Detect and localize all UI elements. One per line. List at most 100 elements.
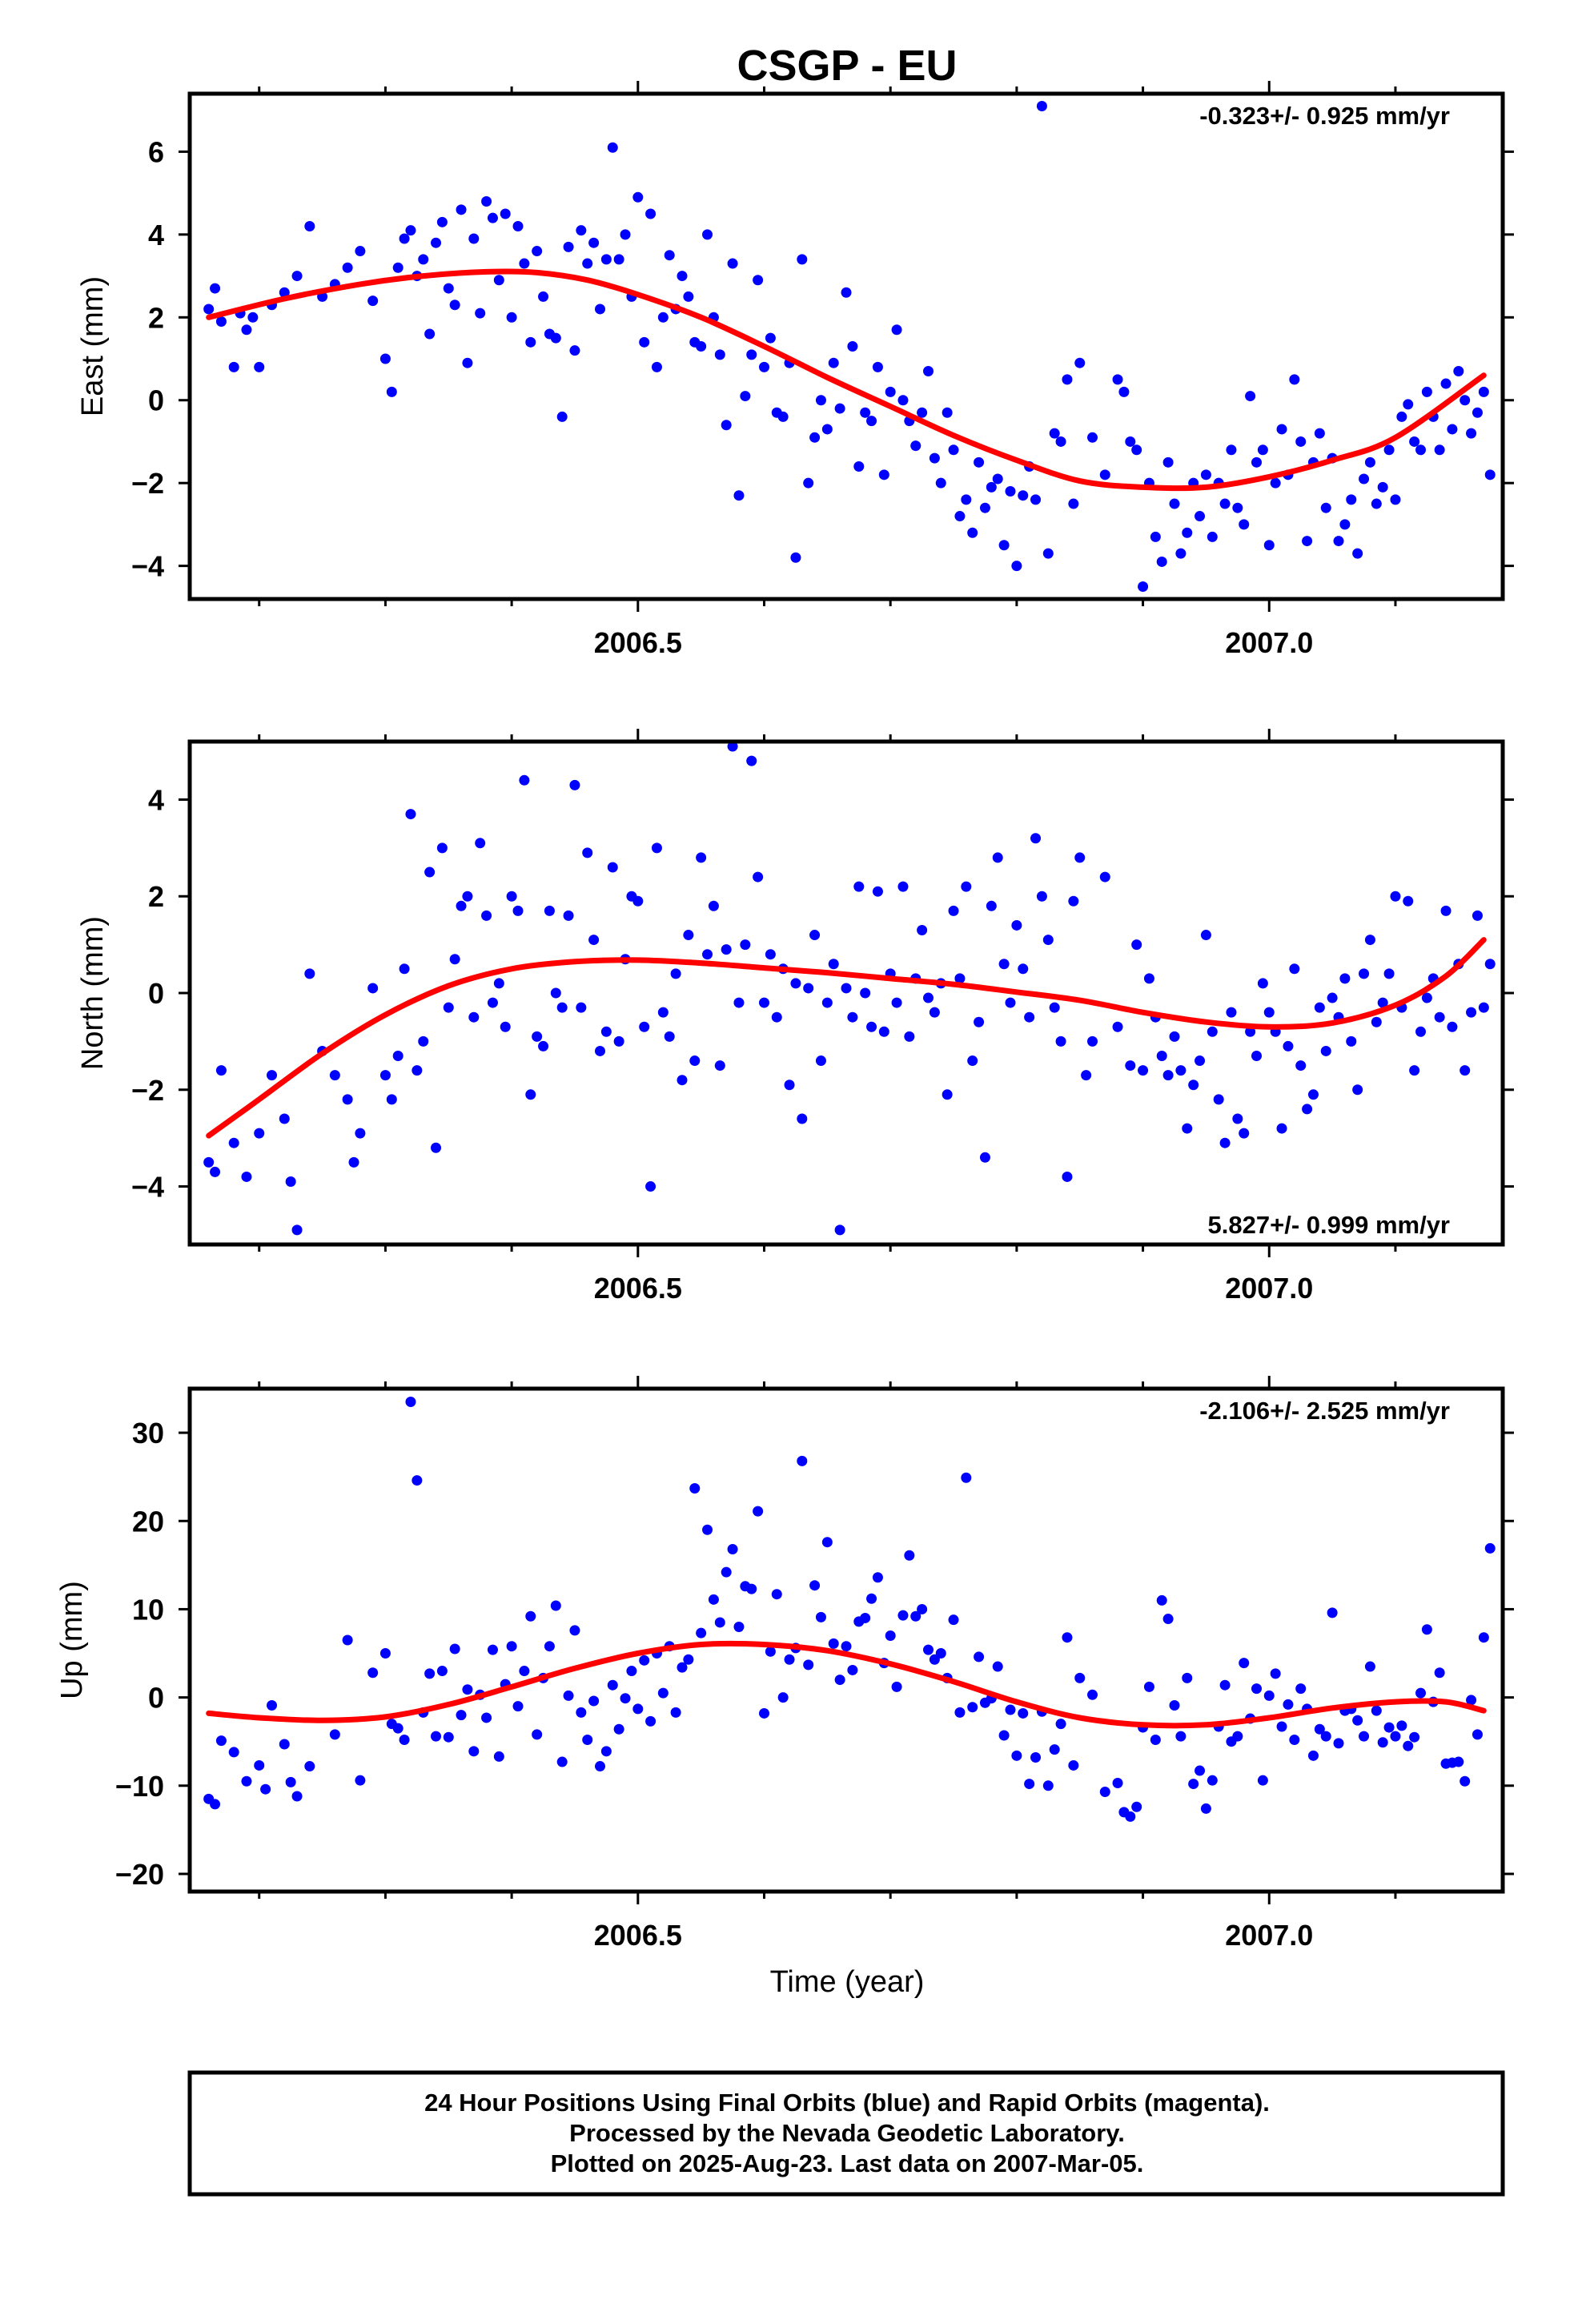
north-data-point bbox=[392, 1051, 404, 1061]
east-data-point bbox=[1011, 561, 1022, 572]
north-data-point bbox=[689, 1055, 701, 1067]
north-data-point bbox=[753, 871, 764, 883]
north-data-point bbox=[841, 983, 852, 994]
north-data-point bbox=[696, 852, 707, 863]
east-data-point bbox=[677, 271, 688, 282]
north-data-point bbox=[651, 842, 662, 854]
north-fit-curve bbox=[206, 937, 1487, 1139]
up-data-point bbox=[563, 1690, 574, 1701]
east-data-point bbox=[651, 361, 662, 372]
east-data-point bbox=[809, 432, 821, 443]
north-data-point bbox=[556, 1002, 568, 1013]
up-data-point bbox=[600, 1746, 612, 1757]
east-data-point bbox=[1112, 374, 1123, 385]
east-data-point bbox=[696, 341, 707, 352]
east-data-point bbox=[753, 275, 764, 286]
north-data-point bbox=[992, 852, 1003, 863]
east-x-tick-label: 2007.0 bbox=[1225, 626, 1313, 659]
east-data-point bbox=[714, 349, 725, 360]
north-data-point bbox=[215, 1065, 227, 1076]
chart-title: CSGP - EU bbox=[737, 42, 957, 90]
east-panel: 2006.5 2007.0 −4 −2 0 2 4 6 East (mm) -0.323+/- 0… bbox=[76, 81, 1514, 659]
north-data-point bbox=[1472, 910, 1483, 921]
north-data-point bbox=[544, 905, 555, 916]
north-data-point bbox=[600, 1026, 612, 1037]
up-data-point bbox=[1049, 1744, 1060, 1755]
east-data-point bbox=[1478, 386, 1489, 397]
north-data-point bbox=[942, 1089, 953, 1100]
north-data-point bbox=[1339, 973, 1351, 984]
up-data-point bbox=[329, 1729, 340, 1740]
east-data-point bbox=[1257, 444, 1268, 456]
up-data-point bbox=[1232, 1731, 1243, 1742]
up-data-point bbox=[1263, 1690, 1275, 1701]
up-y-tick-label: 30 bbox=[132, 1417, 164, 1449]
up-data-point bbox=[1219, 1679, 1231, 1691]
east-data-point bbox=[1239, 519, 1250, 530]
up-y-axis-label: Up (mm) bbox=[55, 1581, 89, 1699]
north-data-point bbox=[342, 1094, 353, 1105]
east-data-point bbox=[613, 254, 624, 265]
north-data-point bbox=[917, 925, 928, 935]
up-y-tick-label: −20 bbox=[115, 1858, 164, 1891]
east-data-point bbox=[355, 246, 366, 257]
up-data-point bbox=[967, 1702, 978, 1713]
up-data-point bbox=[1156, 1594, 1167, 1606]
east-data-point bbox=[582, 258, 593, 269]
up-data-point bbox=[436, 1666, 448, 1677]
north-data-point bbox=[639, 1021, 650, 1032]
up-data-point bbox=[468, 1746, 480, 1757]
east-data-point bbox=[493, 275, 504, 286]
east-data-point bbox=[664, 250, 675, 261]
east-data-point bbox=[1295, 436, 1307, 447]
east-data-point bbox=[727, 258, 738, 269]
east-data-point bbox=[475, 308, 486, 319]
north-data-point bbox=[784, 1080, 795, 1091]
north-data-point bbox=[1049, 1002, 1060, 1013]
north-data-point bbox=[1484, 959, 1496, 970]
north-data-point bbox=[1352, 1084, 1363, 1096]
up-data-point bbox=[241, 1775, 252, 1787]
up-data-point bbox=[1364, 1661, 1375, 1672]
north-data-point bbox=[954, 973, 966, 984]
north-data-point bbox=[512, 905, 524, 916]
up-data-point bbox=[809, 1580, 821, 1591]
up-data-point bbox=[1005, 1704, 1016, 1715]
up-data-point bbox=[897, 1610, 909, 1621]
east-data-point bbox=[1314, 428, 1325, 439]
north-data-point bbox=[1011, 919, 1022, 931]
east-data-point bbox=[519, 258, 530, 269]
north-data-point bbox=[815, 1055, 826, 1067]
east-data-point bbox=[992, 473, 1003, 485]
east-data-point bbox=[1156, 556, 1167, 567]
up-data-point bbox=[948, 1614, 959, 1626]
up-data-point bbox=[304, 1761, 315, 1772]
north-data-point bbox=[961, 881, 972, 892]
north-data-point bbox=[821, 997, 833, 1008]
east-data-point bbox=[923, 366, 934, 377]
up-data-point bbox=[1472, 1729, 1483, 1740]
north-data-point bbox=[1138, 1065, 1149, 1076]
up-data-point bbox=[753, 1506, 764, 1517]
north-data-point bbox=[1371, 1016, 1382, 1027]
east-data-point bbox=[891, 324, 902, 336]
north-data-point bbox=[405, 809, 416, 820]
east-data-point bbox=[1383, 444, 1395, 456]
east-data-point bbox=[1087, 432, 1098, 443]
north-data-layer bbox=[203, 742, 1496, 1236]
up-data-point bbox=[891, 1681, 902, 1692]
east-data-point bbox=[379, 353, 391, 364]
north-data-point bbox=[746, 755, 757, 766]
east-data-point bbox=[917, 407, 928, 418]
x-axis-label: Time (year) bbox=[770, 1965, 925, 1999]
north-data-point bbox=[475, 838, 486, 849]
east-data-point bbox=[367, 296, 379, 307]
east-y-tick-label: −2 bbox=[131, 467, 164, 500]
east-data-point bbox=[1421, 386, 1432, 397]
north-data-point bbox=[550, 987, 561, 999]
east-data-point bbox=[1195, 511, 1206, 522]
north-data-point bbox=[468, 1011, 480, 1023]
north-data-point bbox=[727, 742, 738, 752]
east-data-point bbox=[456, 204, 467, 215]
north-data-point bbox=[1005, 997, 1016, 1008]
